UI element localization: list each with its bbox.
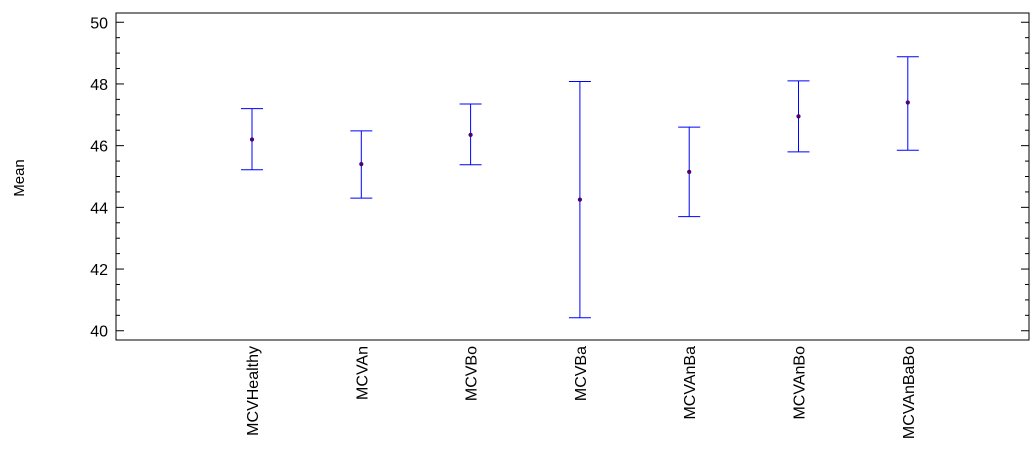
y-tick-label: 46 bbox=[90, 139, 108, 156]
error-bar-mcvan bbox=[350, 130, 373, 199]
error-bar-mcvanbabo bbox=[896, 56, 919, 151]
error-bar-mcvbo bbox=[459, 103, 482, 166]
x-tick-label: MCVAnBo bbox=[792, 346, 809, 420]
mean-point bbox=[796, 114, 801, 119]
error-bar-mcvanbo bbox=[787, 80, 810, 153]
x-tick-label: MCVAn bbox=[354, 346, 371, 400]
y-tick-label: 50 bbox=[90, 15, 108, 32]
error-bar-mcvba bbox=[568, 80, 591, 319]
y-axis-label: Mean bbox=[11, 159, 28, 197]
x-tick-label: MCVBo bbox=[464, 346, 481, 401]
x-tick-label: MCVAnBaBo bbox=[901, 346, 918, 439]
y-tick-label: 48 bbox=[90, 77, 108, 94]
x-tick-label: MCVHealthy bbox=[245, 346, 262, 436]
x-tick-label: MCVAnBa bbox=[682, 346, 699, 420]
mean-point bbox=[905, 100, 910, 105]
mean-point bbox=[577, 197, 583, 202]
plot-frame bbox=[115, 12, 1030, 341]
y-tick-label: 40 bbox=[90, 324, 108, 341]
mean-point bbox=[359, 162, 364, 167]
error-bar-mcvhealthy bbox=[241, 108, 263, 171]
y-tick-label: 42 bbox=[90, 262, 108, 279]
error-bar-mcvanba bbox=[678, 126, 701, 218]
mean-point bbox=[249, 137, 255, 142]
x-tick-label: MCVBa bbox=[573, 346, 590, 401]
mean-point bbox=[687, 169, 692, 174]
y-tick-label: 44 bbox=[90, 200, 108, 217]
mean-point bbox=[468, 132, 473, 137]
